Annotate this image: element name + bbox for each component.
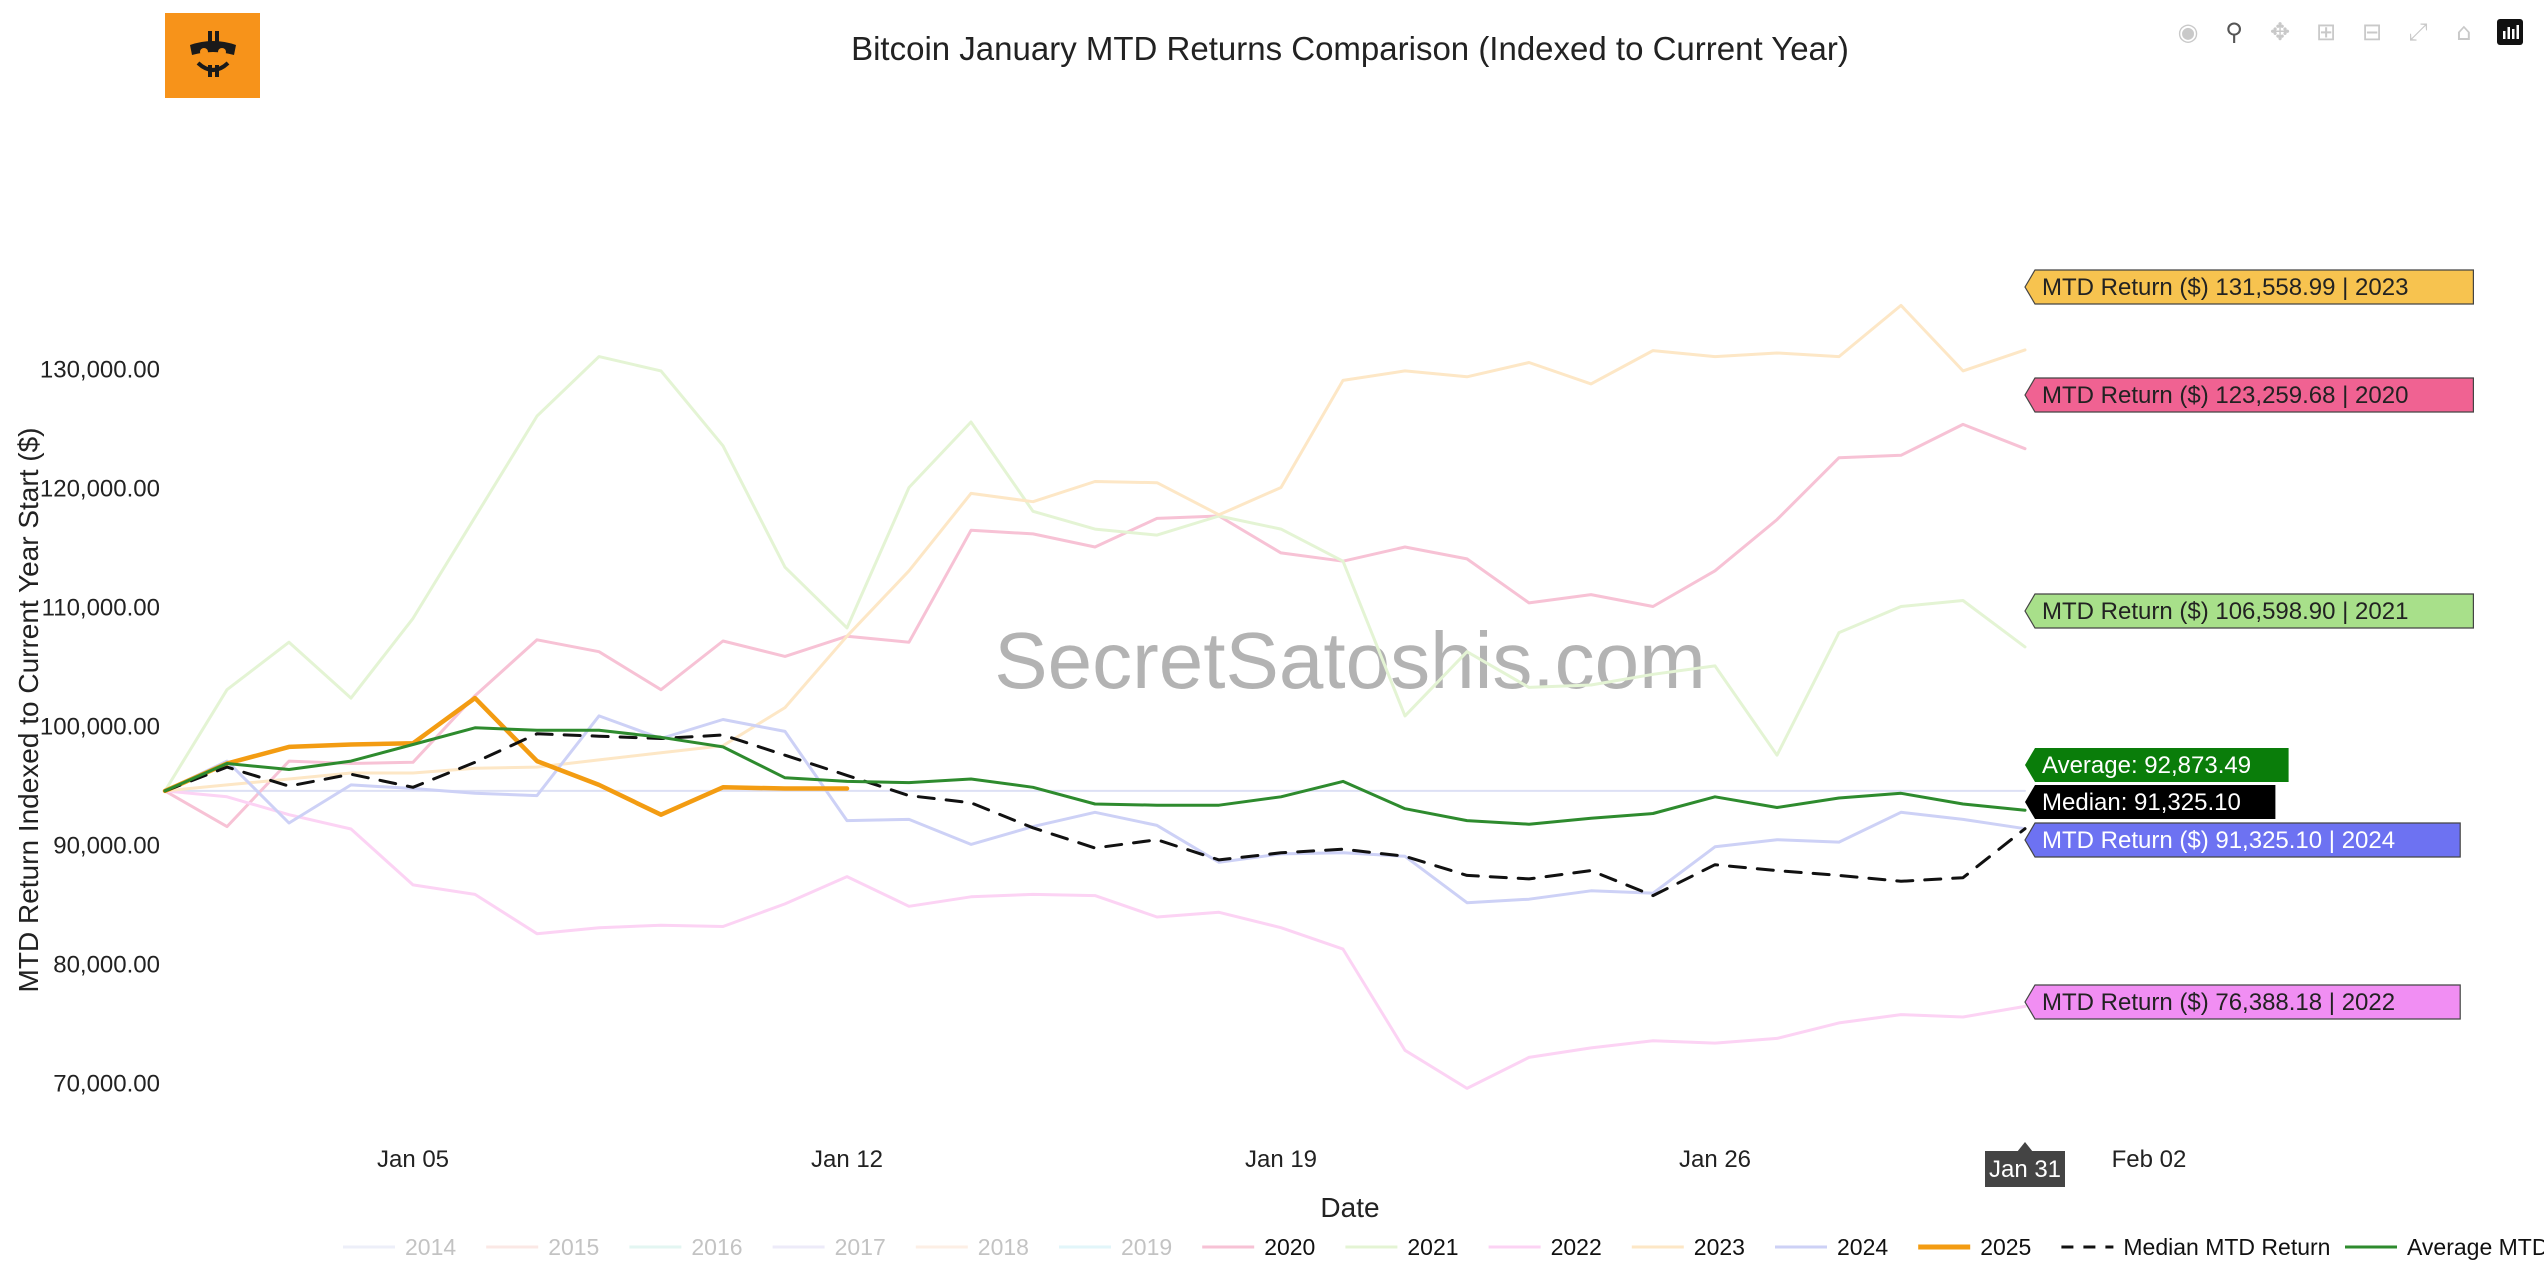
end-label-box: [2025, 748, 2289, 782]
end-label-text: Median: 91,325.10: [2042, 789, 2241, 816]
legend-label: 2017: [835, 1234, 886, 1260]
watermark: SecretSatoshis.com: [994, 616, 1705, 705]
legend-label: 2020: [1264, 1234, 1315, 1260]
legend-item-average-mtd-return[interactable]: Average MTD Return: [2345, 1234, 2544, 1260]
end-label: Average: 92,873.49: [2025, 748, 2289, 782]
hover-x-label: Jan 31: [1989, 1156, 2061, 1183]
end-label-box: [2025, 785, 2276, 819]
y-tick-label: 120,000.00: [40, 475, 160, 502]
legend: 2014 2015 2016 2017 2018 2019 2020 2021 2022 2023…: [343, 1234, 2544, 1260]
legend-label: 2025: [1980, 1234, 2031, 1260]
y-tick-label: 90,000.00: [53, 832, 160, 859]
y-tick-label: 110,000.00: [42, 594, 160, 621]
home-icon[interactable]: ⌂: [2456, 18, 2472, 46]
legend-item-2020[interactable]: 2020: [1202, 1234, 1315, 1260]
legend-item-median-mtd-return[interactable]: Median MTD Return: [2061, 1234, 2330, 1260]
series-line-2023: [163, 303, 2027, 793]
legend-item-2024[interactable]: 2024: [1775, 1234, 1888, 1260]
end-label-text: MTD Return ($) 91,325.10 | 2024: [2042, 827, 2395, 854]
end-label: MTD Return ($) 106,598.90 | 2021: [2024, 593, 2474, 629]
end-label-box: [2024, 377, 2474, 413]
end-label-box: [2024, 822, 2461, 858]
legend-item-2018[interactable]: 2018: [915, 1234, 1029, 1260]
legend-item-2021[interactable]: 2021: [1345, 1234, 1459, 1260]
series-line-2022: [163, 789, 2027, 1090]
legend-label: 2023: [1694, 1234, 1745, 1260]
hover-marker: Jan 31: [1985, 1142, 2065, 1187]
legend-item-2025[interactable]: 2025: [1918, 1234, 2031, 1260]
series-line-median-mtd-return: [163, 732, 2027, 898]
x-tick-label: Feb 02: [2112, 1146, 2187, 1173]
zoom-out-icon[interactable]: ⊟: [2361, 18, 2383, 46]
legend-item-2019[interactable]: 2019: [1059, 1234, 1172, 1260]
hover-x-box: [1985, 1151, 2065, 1187]
x-tick-label: Jan 12: [811, 1146, 883, 1173]
y-tick-label: 80,000.00: [53, 951, 160, 978]
legend-label: Average MTD Return: [2407, 1234, 2544, 1260]
secretsatoshis-logo: [165, 13, 260, 98]
end-label-text: Average: 92,873.49: [2042, 752, 2251, 779]
end-label-text: MTD Return ($) 76,388.18 | 2022: [2042, 989, 2395, 1016]
legend-label: 2018: [978, 1234, 1029, 1260]
end-labels: MTD Return ($) 123,259.68 | 2020 MTD Retu…: [2024, 269, 2474, 1020]
plotly-logo-icon[interactable]: [2496, 18, 2524, 46]
zoom-in-icon[interactable]: ⊞: [2315, 18, 2337, 46]
end-label: MTD Return ($) 123,259.68 | 2020: [2024, 377, 2474, 413]
x-tick-label: Jan 19: [1245, 1146, 1317, 1173]
series-line-2024: [163, 714, 2027, 905]
autoscale-icon[interactable]: ⤢: [2408, 18, 2428, 46]
y-axis: 70,000.00 80,000.00 90,000.00 100,000.00 110…: [40, 356, 160, 1097]
legend-item-2016[interactable]: 2016: [629, 1234, 743, 1260]
end-label-box: [2024, 593, 2474, 629]
x-axis: Jan 05 Jan 12 Jan 19 Jan 26 Feb 02: [377, 1146, 2186, 1173]
x-tick-label: Jan 05: [377, 1146, 449, 1173]
zoom-icon[interactable]: ⚲: [2225, 18, 2243, 46]
pan-icon[interactable]: ✥: [2269, 18, 2291, 46]
legend-item-2023[interactable]: 2023: [1631, 1234, 1745, 1260]
y-tick-label: 130,000.00: [40, 356, 160, 383]
x-axis-title: Date: [1320, 1192, 1379, 1223]
legend-label: 2024: [1837, 1234, 1888, 1260]
legend-label: 2021: [1407, 1234, 1458, 1260]
x-tick-label: Jan 26: [1679, 1146, 1751, 1173]
legend-label: 2022: [1551, 1234, 1602, 1260]
legend-label: 2015: [548, 1234, 599, 1260]
end-label-text: MTD Return ($) 131,558.99 | 2023: [2042, 274, 2408, 301]
end-label: MTD Return ($) 76,388.18 | 2022: [2024, 984, 2461, 1020]
legend-item-2015[interactable]: 2015: [486, 1234, 599, 1260]
hover-pointer: [2017, 1142, 2033, 1152]
series-line-2021: [163, 355, 2027, 793]
y-tick-label: 70,000.00: [53, 1070, 160, 1097]
chart-title: Bitcoin January MTD Returns Comparison (…: [851, 30, 1849, 67]
legend-label: 2019: [1121, 1234, 1172, 1260]
end-label: Median: 91,325.10: [2025, 785, 2276, 819]
legend-label: 2014: [405, 1234, 456, 1260]
legend-label: Median MTD Return: [2123, 1234, 2330, 1260]
end-label-text: MTD Return ($) 123,259.68 | 2020: [2042, 382, 2408, 409]
series-line-average-mtd-return: [163, 726, 2027, 826]
end-label-box: [2024, 269, 2474, 305]
series-line-2020: [163, 422, 2027, 829]
y-axis-title: MTD Return Indexed to Current Year Start…: [13, 428, 44, 993]
end-label-box: [2024, 984, 2461, 1020]
series-layer: [162, 303, 2027, 1090]
bitcoin-mask-icon: [189, 30, 236, 77]
legend-item-2014[interactable]: 2014: [343, 1234, 456, 1260]
end-label: MTD Return ($) 91,325.10 | 2024: [2024, 822, 2461, 858]
end-label-text: MTD Return ($) 106,598.90 | 2021: [2042, 598, 2408, 625]
end-label: MTD Return ($) 131,558.99 | 2023: [2024, 269, 2474, 305]
legend-item-2017[interactable]: 2017: [772, 1234, 886, 1260]
legend-item-2022[interactable]: 2022: [1488, 1234, 1602, 1260]
y-tick-label: 100,000.00: [40, 713, 160, 740]
plot-toolbar: ◉ ⚲ ✥ ⊞ ⊟ ⤢ ⌂: [2174, 18, 2524, 46]
camera-icon[interactable]: ◉: [2177, 18, 2199, 46]
legend-label: 2016: [691, 1234, 742, 1260]
